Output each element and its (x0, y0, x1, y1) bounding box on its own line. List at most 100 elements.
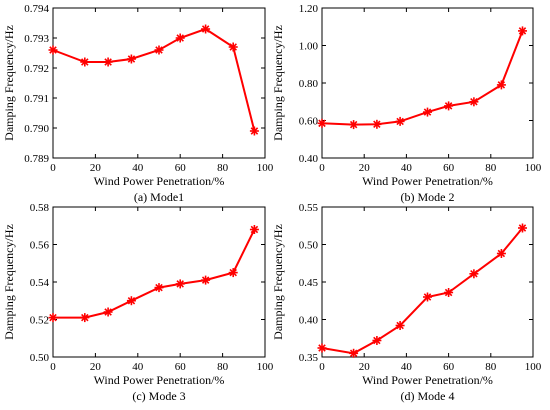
caption-a: (a) Mode1 (134, 190, 184, 204)
data-point-marker (497, 249, 506, 258)
y-tick-label: 0.791 (24, 93, 49, 105)
x-tick-label: 100 (525, 162, 542, 174)
y-tick-label: 0.55 (299, 202, 319, 214)
plot-area-c: 0 20 40 60 80 100 0.50 0.52 0.54 0.56 0.58 (30, 202, 274, 373)
panel-d: 0 20 40 60 80 100 0.35 0.40 0.45 0.50 0.55 Wind Po… (271, 202, 542, 403)
x-tick-label: 100 (257, 162, 274, 174)
caption-b: (b) Mode 2 (401, 190, 455, 204)
x-tick-label: 20 (90, 162, 102, 174)
x-tick-label: 40 (132, 162, 144, 174)
y-tick-label: 0.40 (299, 315, 319, 327)
ylabel-b: Damping Frequency/Hz (271, 25, 285, 141)
xlabel-c: Wind Power Penetration/% (94, 373, 225, 387)
x-tick-label: 40 (401, 361, 413, 373)
y-tick-label: 0.50 (30, 352, 50, 364)
y-tick-label: 0.56 (30, 240, 50, 252)
data-point-marker (396, 117, 405, 126)
x-tick-label: 60 (175, 361, 187, 373)
x-tick-label: 20 (359, 361, 371, 373)
x-tick-label: 0 (319, 162, 325, 174)
data-point-marker (349, 120, 358, 129)
y-tick-label: 1.20 (299, 3, 319, 15)
data-point-marker (497, 80, 506, 89)
ylabel-a: Damping Frequency/Hz (2, 25, 16, 141)
data-point-marker (155, 283, 164, 292)
data-point-marker (127, 55, 136, 64)
data-point-marker (349, 349, 358, 358)
xlabel-b: Wind Power Penetration/% (362, 174, 493, 188)
ylabel-d: Damping Frequency/Hz (271, 224, 285, 340)
series-line (322, 228, 523, 353)
axes-frame (322, 207, 533, 357)
x-tick-label: 60 (443, 361, 455, 373)
data-point-marker (423, 293, 432, 302)
data-point-marker (155, 46, 164, 55)
y-tick-label: 0.58 (30, 202, 50, 214)
data-point-marker (372, 336, 381, 345)
data-point-marker (229, 43, 238, 52)
y-tick-label: 0.40 (299, 153, 319, 165)
x-tick-label: 80 (217, 361, 229, 373)
ylabel-c: Damping Frequency/Hz (2, 224, 16, 340)
y-tick-label: 0.790 (24, 123, 49, 135)
series-line (322, 31, 523, 125)
data-point-marker (104, 58, 113, 67)
caption-c: (c) Mode 3 (132, 389, 185, 403)
x-tick-label: 80 (485, 162, 497, 174)
series-line (53, 230, 254, 318)
x-tick-label: 100 (257, 361, 274, 373)
y-tick-label: 0.60 (299, 116, 319, 128)
x-tick-label: 40 (401, 162, 413, 174)
x-tick-label: 100 (525, 361, 542, 373)
axes-frame (53, 8, 265, 158)
data-point-marker (318, 344, 327, 353)
x-tick-label: 40 (132, 361, 144, 373)
xlabel-d: Wind Power Penetration/% (362, 373, 493, 387)
plot-area-a: 0 20 40 60 80 100 0.789 0.790 0.791 0.792 0.793 0.7… (24, 3, 274, 174)
x-tick-label: 0 (319, 361, 325, 373)
panel-b: 0 20 40 60 80 1000.400.600.801.001.20 Wind Po… (271, 3, 542, 204)
y-tick-label: 0.794 (24, 3, 49, 15)
data-point-marker (318, 119, 327, 128)
panel-c: 0 20 40 60 80 100 0.50 0.52 0.54 0.56 0.58 Wind Po… (2, 202, 274, 403)
y-tick-label: 0.52 (30, 315, 49, 327)
plot-area-b: 0 20 40 60 80 100 0.40 0.60 0.80 1.00 1.20 (299, 3, 542, 174)
data-point-marker (372, 120, 381, 129)
x-tick-label: 0 (50, 361, 56, 373)
data-point-marker (444, 101, 453, 110)
data-point-marker (444, 288, 453, 297)
data-point-marker (80, 58, 89, 67)
y-tick-label: 0.793 (24, 33, 49, 45)
y-tick-label: 0.54 (30, 277, 50, 289)
data-point-marker (127, 296, 136, 305)
data-point-marker (80, 313, 89, 322)
y-tick-label: 0.35 (299, 352, 319, 364)
data-point-marker (104, 308, 113, 317)
data-point-marker (518, 26, 527, 35)
y-tick-label: 0.789 (24, 153, 49, 165)
data-point-marker (396, 321, 405, 330)
data-point-marker (469, 269, 478, 278)
x-tick-label: 0 (50, 162, 56, 174)
x-tick-label: 60 (443, 162, 455, 174)
data-point-marker (49, 46, 58, 55)
data-point-marker (176, 279, 185, 288)
plot-area-d: 0 20 40 60 80 100 0.35 0.40 0.45 0.50 0.55 (299, 202, 542, 373)
y-tick-label: 0.80 (299, 78, 319, 90)
x-tick-label: 60 (175, 162, 187, 174)
x-tick-label: 20 (90, 361, 102, 373)
data-point-marker (469, 97, 478, 106)
series-line (53, 29, 254, 131)
data-point-marker (49, 313, 58, 322)
x-tick-label: 80 (485, 361, 497, 373)
data-point-marker (201, 276, 210, 285)
axes-frame (53, 207, 265, 357)
y-tick-label: 0.792 (24, 63, 49, 75)
data-point-marker (518, 224, 527, 233)
data-point-marker (250, 127, 259, 136)
y-tick-label: 0.50 (299, 240, 319, 252)
data-point-marker (423, 108, 432, 117)
x-tick-label: 20 (359, 162, 371, 174)
data-point-marker (229, 268, 238, 277)
